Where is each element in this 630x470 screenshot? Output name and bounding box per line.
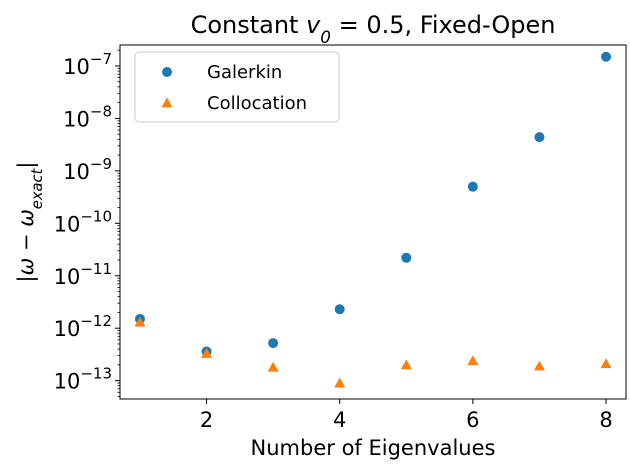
- y-tick-label: 10−11: [54, 260, 112, 289]
- series-collocation: [134, 316, 612, 388]
- collocation-point: [533, 360, 545, 371]
- y-axis-ticks: 10−13 10−12 10−11 10−10 10−9 10−8 10−7: [54, 49, 120, 397]
- x-tick-label: 8: [599, 408, 612, 432]
- galerkin-point: [534, 132, 545, 143]
- collocation-point: [134, 316, 146, 327]
- y-tick-label: 10−13: [54, 365, 112, 394]
- x-axis-ticks: 2 4 6 8: [200, 399, 613, 432]
- galerkin-point: [601, 51, 612, 62]
- legend-label-collocation: Collocation: [207, 93, 307, 114]
- y-tick-label: 10−8: [63, 102, 112, 131]
- legend-label-galerkin: Galerkin: [207, 62, 282, 83]
- x-tick-label: 4: [333, 408, 346, 432]
- x-axis-label: Number of Eigenvalues: [251, 436, 496, 460]
- legend-marker-galerkin: [162, 67, 172, 77]
- y-tick-label: 10−10: [54, 207, 112, 236]
- data-points: [134, 51, 612, 388]
- chart-title: Constant v0 = 0.5, Fixed-Open: [191, 11, 556, 47]
- y-axis-label: |ω − ωexact|: [14, 162, 46, 283]
- x-tick-label: 6: [466, 408, 479, 432]
- plot-frame: [119, 44, 627, 400]
- legend-marker-collocation: [161, 97, 173, 108]
- y-tick-label: 10−9: [63, 155, 112, 184]
- y-tick-label: 10−12: [54, 312, 112, 341]
- collocation-point: [267, 361, 279, 372]
- y-tick-label: 10−7: [63, 50, 112, 79]
- collocation-point: [334, 377, 346, 388]
- galerkin-point: [334, 304, 345, 315]
- collocation-point: [201, 347, 213, 358]
- legend: Galerkin Collocation: [134, 51, 340, 123]
- legend-box: [134, 51, 340, 123]
- collocation-point: [600, 358, 612, 369]
- galerkin-point: [268, 338, 279, 349]
- collocation-point: [400, 359, 412, 370]
- x-tick-label: 2: [200, 408, 213, 432]
- galerkin-point: [401, 252, 412, 263]
- galerkin-point: [467, 181, 478, 192]
- collocation-point: [467, 355, 479, 366]
